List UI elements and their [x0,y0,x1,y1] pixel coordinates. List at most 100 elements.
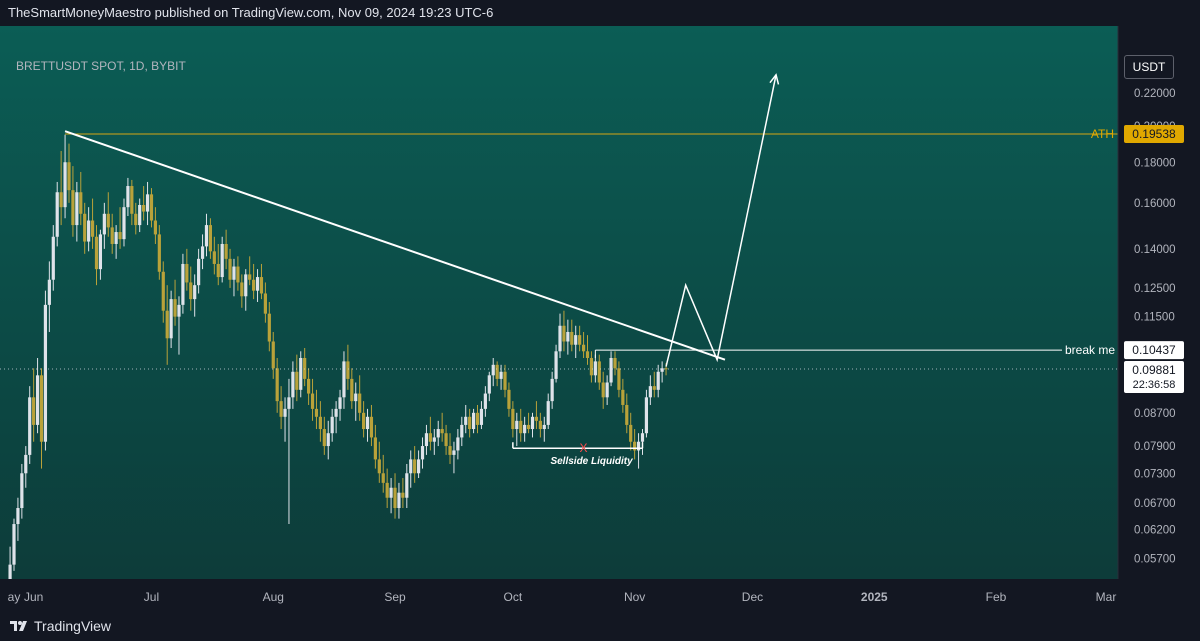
candle-body [181,263,185,305]
price-tick-label: 0.14000 [1134,244,1176,256]
candle-body [322,429,326,447]
candle-body [161,271,165,311]
candle-body [330,416,334,434]
tradingview-logo-text: TradingView [34,618,112,634]
candle-body [574,335,578,345]
candle-body [503,371,507,390]
currency-button[interactable]: USDT [1124,55,1174,79]
time-tick-label: Mar [1096,590,1117,604]
candle-body [79,192,83,214]
time-axis[interactable]: ay Jun Jul Aug Sep Oct Nov Dec 2025 Feb Mar [0,579,1200,611]
candle-body [314,408,319,417]
candle-body [511,408,515,430]
candle-body [185,263,189,283]
candle-body [350,378,354,402]
price-axis-background [1118,26,1200,611]
time-tick-label: Dec [742,590,763,604]
break-me-label: break me [1065,343,1115,357]
candle-body [122,207,126,240]
candle-body [59,192,63,208]
candle-body [373,437,377,460]
break-me-price-badge [1124,341,1184,360]
candle-body [240,282,244,297]
tradingview-logo[interactable]: TradingView [10,618,111,634]
candle-body [252,279,256,291]
candle-body [420,446,425,460]
candle-body [444,433,448,447]
candle-body [55,192,59,237]
candle-body [660,368,664,372]
candle-body [126,186,130,208]
candle-body [32,397,36,425]
candle-body [244,274,248,297]
time-tick-label: Feb [986,590,1007,604]
candle-body [519,420,523,434]
time-tick-label: ay [8,590,21,604]
candle-body [609,357,613,383]
candle-body [436,429,440,438]
time-tick-label: Oct [504,590,523,604]
candle-body [114,232,118,244]
candle-body [405,473,409,498]
candle-body [299,357,303,390]
candle-body [554,351,558,379]
candle-body [259,277,264,294]
time-tick-label: Aug [263,590,284,604]
price-tick-label: 0.07900 [1134,441,1176,453]
price-axis[interactable]: 0.220000.200000.180000.160000.140000.125… [1117,26,1200,611]
candle-body [448,446,452,455]
trendline [64,130,726,361]
candle-body [16,508,20,525]
break-me-price-badge-text: 0.10437 [1132,343,1176,357]
candle-body [381,473,385,483]
candle-body [169,299,173,339]
candle-body [346,361,350,379]
candle-body [138,205,142,226]
candle-body [483,393,487,409]
footer-bar: TradingView [0,611,1200,641]
candle-body [236,266,240,283]
time-tick-label: 2025 [861,590,888,604]
publisher-text: TheSmartMoneyMaestro published on Tradin… [8,5,494,20]
candle-body [452,450,456,455]
publisher-header: TheSmartMoneyMaestro published on Tradin… [0,0,1200,26]
candle-body [397,492,401,509]
candle-body [310,393,315,409]
candle-body [263,293,267,314]
candle-body [460,424,464,438]
candle-body [307,378,311,394]
chart-area[interactable]: ATH break me X Sellside Liquidity 0.22000 0.… [0,26,1200,611]
candle-body [558,325,562,352]
candle-body [67,162,71,191]
candle-body [393,487,397,509]
candle-body [401,492,405,498]
candle-body [232,266,236,280]
candle-body [71,190,75,226]
candle-body [644,397,649,434]
candle-body [295,371,299,390]
candle-body [538,420,542,430]
candle-body [629,424,633,442]
ath-label: ATH [1091,127,1114,141]
candle-body [605,382,609,398]
candle-body [475,412,480,425]
candle-body [193,285,197,300]
price-tick-label: 0.16000 [1134,198,1176,210]
candle-body [354,393,358,402]
sellside-x-marker: X [580,441,588,455]
candle-body [534,416,539,421]
ath-price-badge [1124,124,1184,143]
candle-body [664,368,668,370]
candle-body [24,454,28,474]
candle-body [479,408,484,425]
projection-path [665,74,777,367]
time-tick-label: Jun [24,590,43,604]
candle-body [153,220,158,235]
candle-body [75,192,79,226]
candle-body [157,234,161,272]
candle-body [83,213,87,242]
candle-body [275,368,279,402]
candle-body [468,416,472,430]
last-price-badge-text: 0.09881 [1132,363,1176,377]
